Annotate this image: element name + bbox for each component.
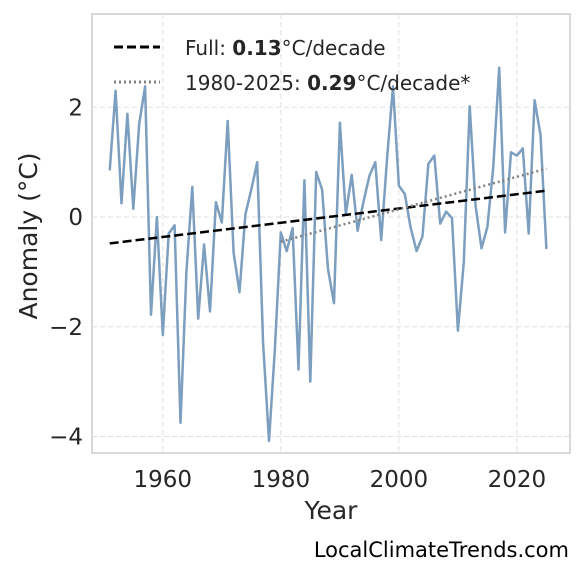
x-tick-label: 2020 bbox=[488, 467, 547, 493]
anomaly-series-line bbox=[108, 66, 548, 443]
legend-full-prefix: Full: bbox=[185, 36, 232, 60]
recent-trend-line bbox=[280, 167, 547, 243]
plot-area bbox=[91, 13, 571, 454]
y-tick-labels: −4 −2 0 2 bbox=[49, 95, 83, 450]
full-trend-line bbox=[109, 189, 547, 245]
x-tick-labels: 1960 1980 2000 2020 bbox=[134, 467, 547, 493]
legend: Full: 0.13°C/decade 1980-2025: 0.29°C/de… bbox=[114, 36, 470, 95]
legend-full-value: 0.13 bbox=[232, 36, 281, 60]
x-axis-label: Year bbox=[304, 496, 359, 525]
footer-credit: LocalClimateTrends.com bbox=[313, 538, 569, 562]
y-axis-label: Anomaly (°C) bbox=[14, 152, 43, 319]
y-tick-label: 0 bbox=[68, 205, 83, 231]
legend-recent-label: 1980-2025: 0.29°C/decade* bbox=[185, 71, 470, 95]
y-tick-label: −4 bbox=[49, 425, 83, 451]
legend-full-suffix: °C/decade bbox=[282, 36, 386, 60]
y-tick-label: −2 bbox=[49, 315, 83, 341]
legend-recent-value: 0.29 bbox=[307, 71, 356, 95]
plot-background bbox=[91, 13, 571, 454]
x-tick-label: 1960 bbox=[134, 467, 193, 493]
legend-recent-prefix: 1980-2025: bbox=[185, 71, 307, 95]
x-tick-label: 2000 bbox=[370, 467, 429, 493]
x-tick-label: 1980 bbox=[252, 467, 311, 493]
legend-recent-suffix: °C/decade* bbox=[356, 71, 470, 95]
series-lines bbox=[108, 66, 548, 443]
legend-full-label: Full: 0.13°C/decade bbox=[185, 36, 386, 60]
y-tick-label: 2 bbox=[68, 95, 83, 121]
